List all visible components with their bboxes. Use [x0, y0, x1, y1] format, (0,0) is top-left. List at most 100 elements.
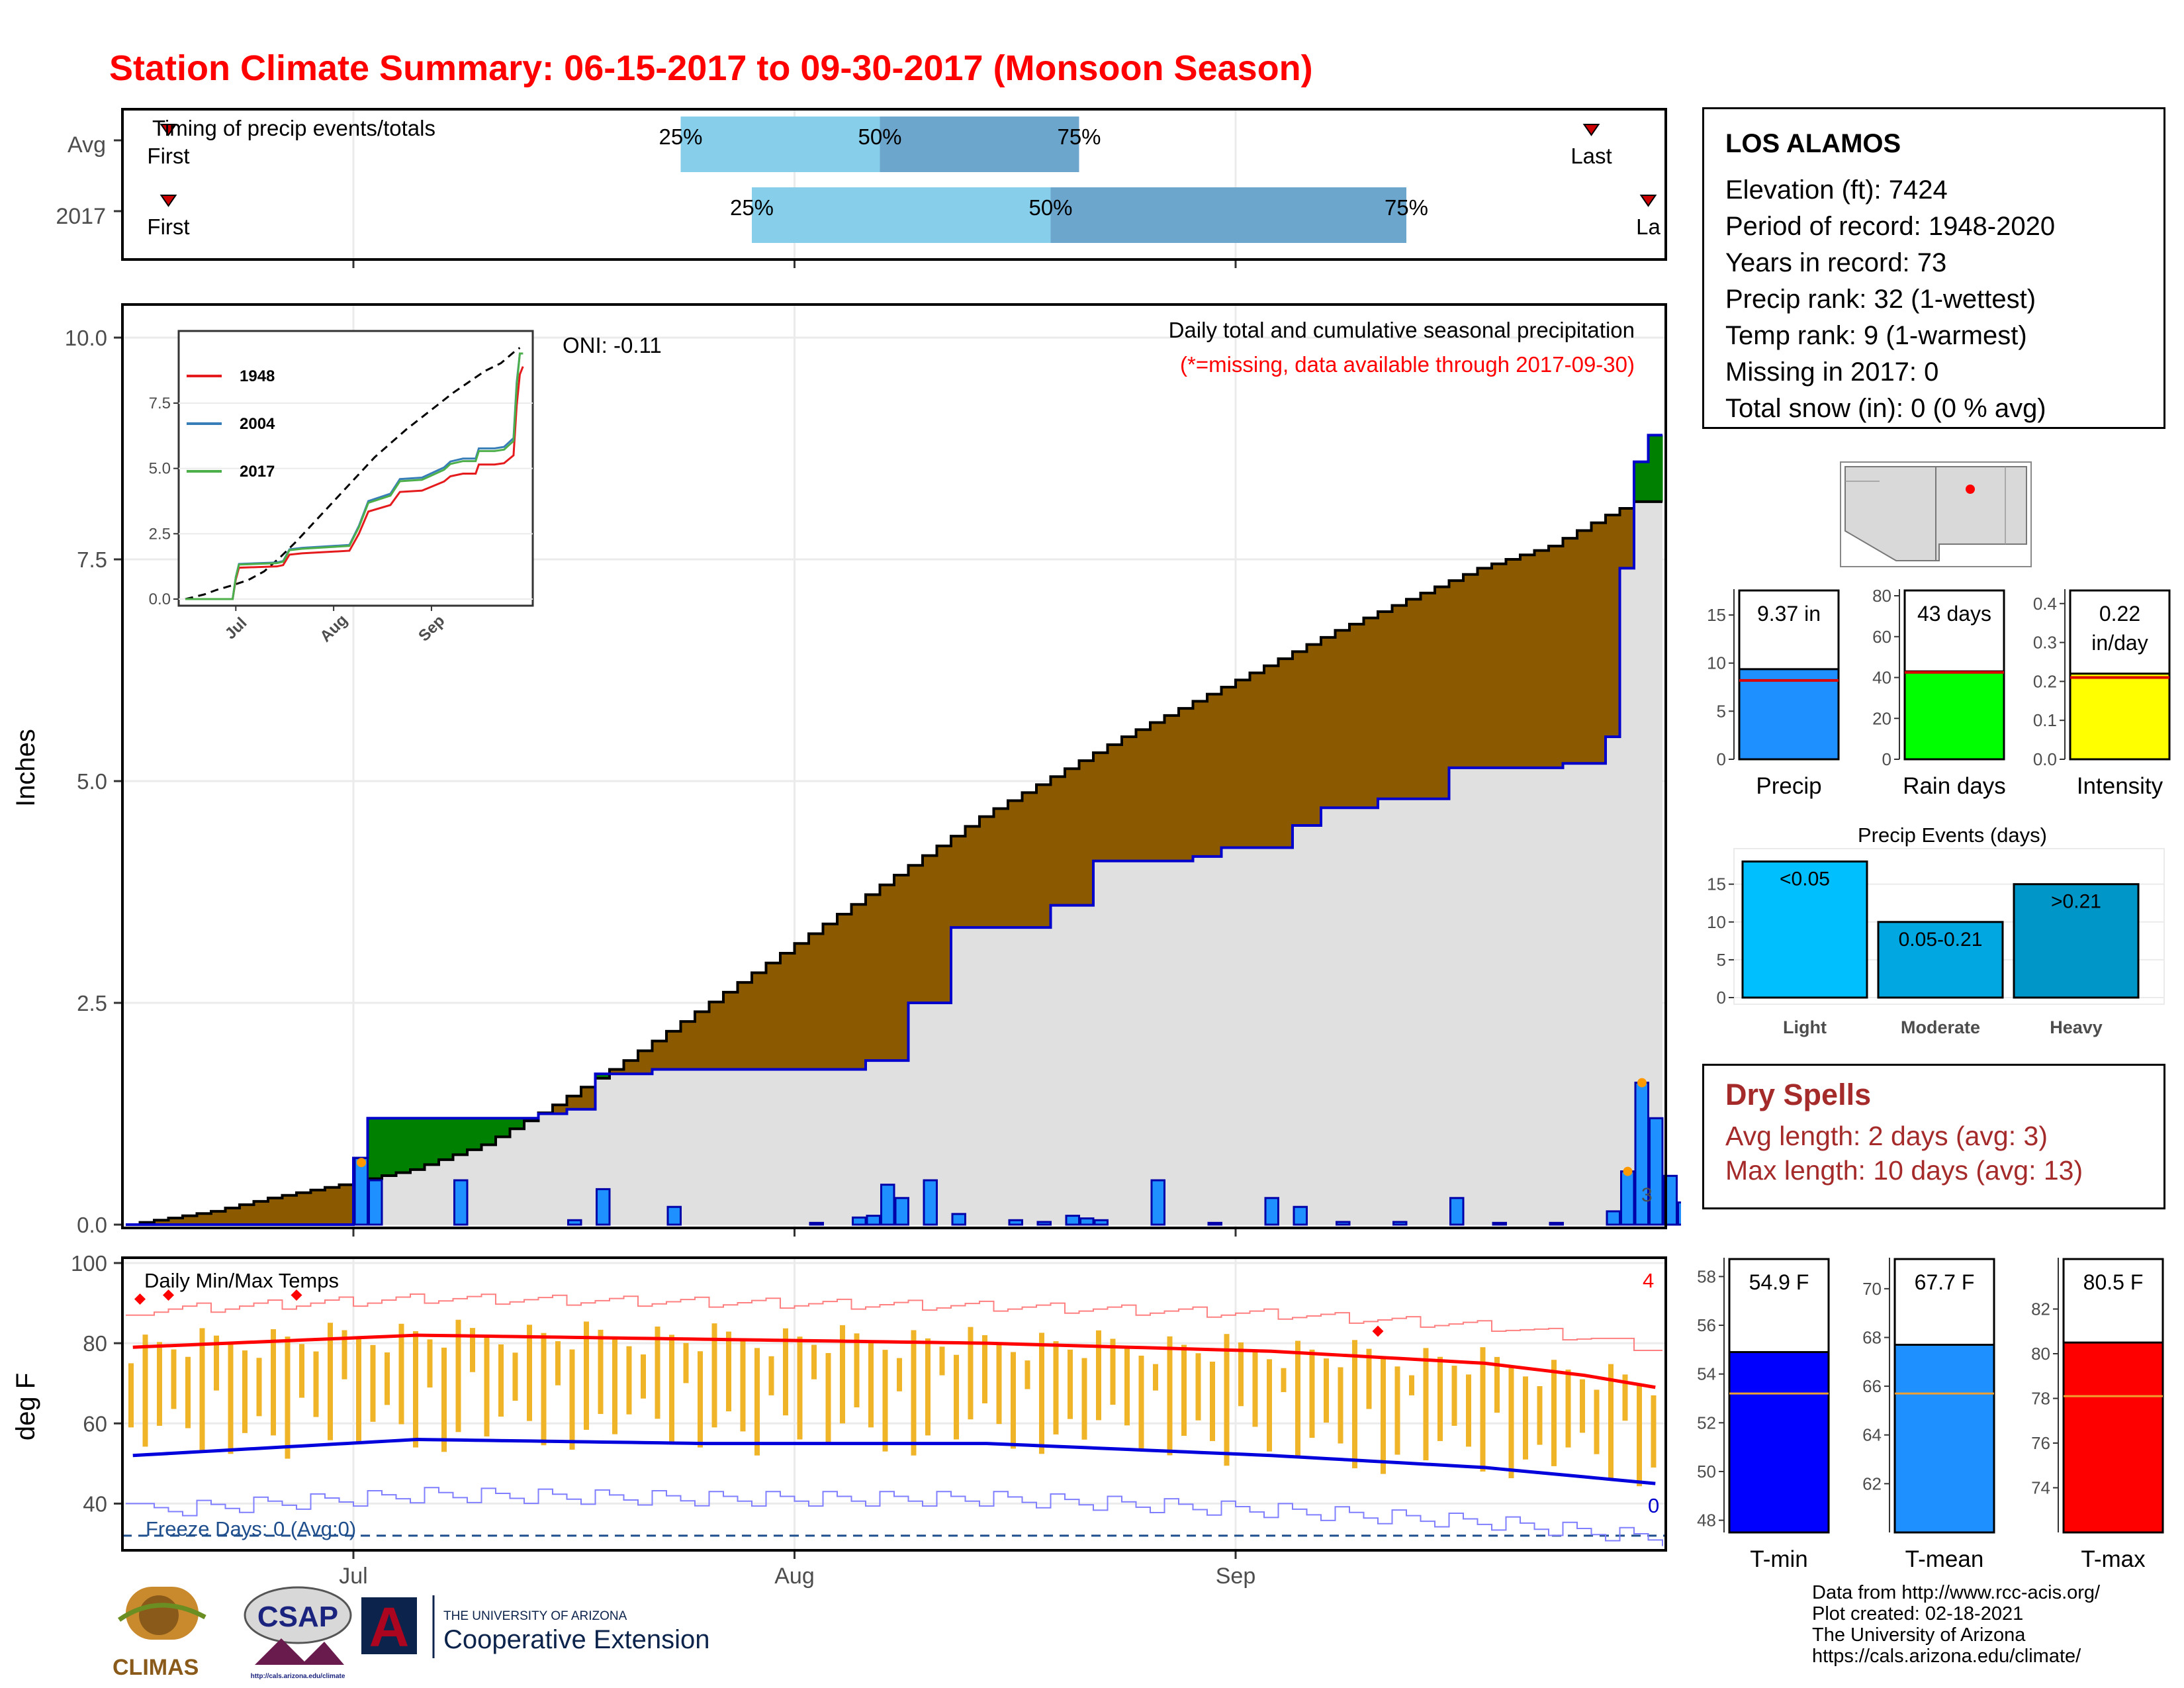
daily-precip-bar [923, 1179, 938, 1226]
daily-temp-bar [427, 1339, 433, 1388]
station-temp-rank: Temp rank: 9 (1-warmest) [1725, 321, 2027, 350]
deficit-fill [866, 894, 880, 1061]
deficit-fill [780, 953, 795, 1070]
deficit-fill [894, 875, 909, 1061]
precip-y-tick-label: 0.0 [77, 1213, 107, 1237]
daily-precip-bar [1293, 1205, 1308, 1226]
daily-temp-bar [797, 1336, 803, 1440]
daily-precip-bar [1150, 1179, 1165, 1226]
deficit-fill [1150, 722, 1165, 861]
daily-precip-bar [1079, 1217, 1095, 1226]
precip-frame [121, 303, 1667, 1229]
timing-bar-q25-q50 [680, 117, 880, 172]
summary-y-tick-label: 58 [1697, 1266, 1716, 1286]
deficit-fill [1506, 559, 1521, 768]
summary-value-label: in/day [2091, 631, 2148, 655]
daily-temp-bar [925, 1338, 931, 1436]
summary-value-label: 80.5 F [2083, 1270, 2144, 1294]
summary-category-label: T-max [2081, 1546, 2146, 1572]
summary-y-tick-label: 56 [1697, 1315, 1716, 1335]
deficit-fill [553, 1105, 567, 1114]
deficit-fill [168, 1217, 183, 1225]
events-value-label: 0.05-0.21 [1899, 929, 1983, 951]
deficit-fill [154, 1220, 169, 1225]
deficit-fill [1563, 538, 1578, 764]
daily-temp-bar [584, 1321, 589, 1430]
summary-y-tick-label: 68 [1862, 1327, 1882, 1347]
oni-label: ONI: -0.11 [563, 333, 662, 357]
deficit-fill [965, 826, 980, 928]
deficit-fill [766, 962, 781, 1070]
dry-spells-box: Dry Spells Avg length: 2 days (avg: 3) M… [1702, 1064, 2165, 1209]
daily-temp-bar [1394, 1366, 1400, 1455]
daily-temp-bar [1124, 1347, 1130, 1426]
daily-temp-bar [328, 1323, 333, 1440]
deficit-fill [1520, 555, 1535, 768]
temp-y-tick-label: 60 [83, 1411, 107, 1436]
temp-plot-bg [122, 1258, 1666, 1550]
deficit-fill [1107, 745, 1122, 861]
daily-temp-bar [754, 1348, 760, 1456]
precip-events-chart: Precip Events (days) 0 5 10 15 <0.05 Light 0.0… [1707, 823, 2165, 1037]
deficit-fill [880, 884, 895, 1061]
station-period: Period of record: 1948-2020 [1725, 212, 2056, 241]
daily-temp-bar [1011, 1352, 1016, 1449]
daily-temp-bar [313, 1351, 319, 1417]
location-map [1840, 461, 2032, 567]
deficit-fill [695, 1011, 709, 1070]
timing-q75-label: 75% [1057, 124, 1101, 149]
daily-temp-bar [1267, 1359, 1272, 1452]
events-bar [2013, 883, 2140, 999]
daily-temp-bar [897, 1358, 902, 1391]
precip-chart: Inches 0.0 2.5 5.0 7.5 10.0 Daily total and … [11, 303, 1681, 1237]
deficit-fill [979, 816, 994, 928]
daily-precip-bar [453, 1179, 469, 1226]
climas-logo: CLIMAS [113, 1587, 206, 1680]
daily-precip-bar [1093, 1219, 1109, 1226]
daily-temp-bar [1081, 1358, 1087, 1440]
avg-tmin-line [132, 1438, 1656, 1485]
events-bar [1741, 860, 1868, 999]
summary-value-label: 43 days [1917, 602, 1991, 626]
temp-frame [121, 1256, 1667, 1552]
temp-y-tick-label: 80 [83, 1331, 107, 1356]
events-y-tick-label: 5 [1717, 950, 1726, 970]
station-precip-rank: Precip rank: 32 (1-wettest) [1725, 285, 2036, 314]
hot-count: 4 [1643, 1269, 1654, 1292]
timing-bar-q50-q75 [1050, 187, 1406, 243]
inset-legend-label: 2017 [240, 463, 275, 481]
daily-temp-bar [1110, 1338, 1116, 1405]
daily-temp-bar [370, 1344, 376, 1422]
last-event-marker [1639, 195, 1657, 207]
surplus-fill [595, 1074, 610, 1078]
inset-avg-line [185, 347, 521, 600]
summary-bar [1903, 670, 2005, 761]
daily-temp-bar [683, 1342, 689, 1383]
daily-precip-bar [1549, 1221, 1564, 1226]
dry-spells-max: Max length: 10 days (avg: 13) [1725, 1155, 2083, 1186]
deficit-fill [1492, 563, 1506, 768]
daily-precip-bar [666, 1205, 682, 1226]
precip-note: (*=missing, data available through 2017-… [1180, 352, 1635, 377]
summary-y-tick-label: 40 [1872, 668, 1891, 688]
deficit-fill [837, 914, 852, 1070]
credit-university: The University of Arizona [1812, 1624, 2026, 1646]
summary-y-tick-label: 66 [1862, 1376, 1882, 1396]
summary-y-tick-label: 0 [1882, 749, 1891, 769]
daily-temp-bar [641, 1354, 646, 1399]
events-category-label: Moderate [1901, 1017, 1980, 1037]
summary-y-tick-label: 15 [1707, 605, 1726, 625]
deficit-fill [1164, 715, 1179, 861]
daily-temp-bar [1138, 1355, 1144, 1450]
daily-temp-bar [968, 1327, 974, 1420]
daily-temp-bar [1594, 1389, 1600, 1454]
daily-temp-bar [1053, 1341, 1059, 1434]
first-event-label: First [147, 144, 189, 168]
surplus-fill [382, 1118, 396, 1176]
ua-line1: THE UNIVERSITY OF ARIZONA [443, 1609, 627, 1623]
daily-temp-bar [398, 1323, 404, 1425]
daily-precip-bar [1606, 1210, 1621, 1226]
daily-temp-bar [1537, 1386, 1543, 1445]
deficit-fill [1321, 637, 1336, 808]
daily-precip-bar [880, 1184, 895, 1226]
